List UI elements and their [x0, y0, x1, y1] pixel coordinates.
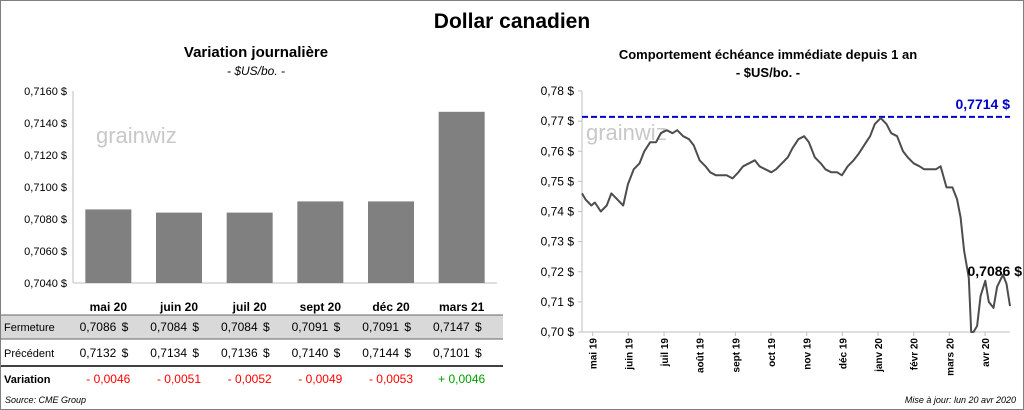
table-cell-unit: $	[263, 346, 270, 360]
left-y-tick-label: 0,7160 $	[24, 86, 67, 98]
watermark-right: grainwiz	[586, 120, 667, 145]
right-y-tick-label: 0,74 $	[541, 205, 575, 219]
right-x-tick-label: sept 19	[731, 338, 742, 373]
left-chart-title: Variation journalière	[183, 44, 329, 61]
table-cell: - 0,0051	[157, 372, 201, 386]
left-y-tick-label: 0,7060 $	[24, 246, 67, 258]
table-cell: 0,7136	[221, 346, 258, 360]
right-x-tick-label: janv 20	[874, 338, 885, 373]
table-cell: 0,7147	[433, 320, 470, 334]
table-cell-unit: $	[404, 320, 411, 334]
x-category-label: déc 20	[372, 300, 410, 314]
left-chart-subtitle: - $US/bo. -	[226, 64, 286, 78]
update-note: Mise à jour: lun 20 avr 2020	[904, 395, 1016, 405]
right-x-tick-label: mars 20	[945, 338, 956, 376]
right-chart-subtitle: - $US/bo. -	[735, 65, 801, 80]
right-x-tick-label: déc 19	[838, 338, 849, 370]
left-y-tick-label: 0,7120 $	[24, 150, 67, 162]
right-y-tick-label: 0,72 $	[541, 265, 575, 279]
table-cell-unit: $	[263, 320, 270, 334]
table-cell: 0,7084	[221, 320, 258, 334]
table-cell-unit: $	[475, 320, 482, 334]
table-cell: 0,7134	[150, 346, 187, 360]
table-shaded-row	[1, 315, 503, 339]
table-cell: 0,7091	[292, 320, 329, 334]
table-cell-unit: $	[334, 346, 341, 360]
right-y-tick-label: 0,75 $	[541, 174, 575, 188]
right-x-tick-label: mai 19	[589, 338, 600, 370]
table-cell: - 0,0052	[228, 372, 272, 386]
table-cell: 0,7086	[80, 320, 117, 334]
right-y-tick-label: 0,76 $	[541, 144, 575, 158]
bar	[368, 201, 414, 283]
page-title: Dollar canadien	[433, 10, 591, 33]
right-x-tick-label: juin 19	[624, 338, 635, 371]
right-x-tick-label: août 19	[696, 338, 707, 373]
x-category-label: sept 20	[300, 300, 342, 314]
left-y-tick-label: 0,7100 $	[24, 182, 67, 194]
right-x-tick-label: févr 20	[910, 338, 921, 371]
table-cell: - 0,0049	[298, 372, 342, 386]
right-y-tick-label: 0,70 $	[541, 325, 575, 339]
right-x-tick-label: juil 19	[660, 338, 671, 368]
bar	[297, 201, 344, 283]
bar	[438, 111, 485, 283]
table-row-label: Précédent	[4, 348, 54, 360]
table-cell-unit: $	[122, 346, 129, 360]
x-category-label: juin 20	[159, 300, 198, 314]
table-cell-unit: $	[192, 346, 199, 360]
watermark-left: grainwiz	[96, 123, 177, 148]
bar	[156, 212, 202, 283]
x-category-label: juil 20	[232, 300, 267, 314]
table-cell: 0,7091	[362, 320, 399, 334]
source-note: Source: CME Group	[5, 395, 87, 405]
table-cell-unit: $	[192, 320, 199, 334]
right-y-tick-label: 0,73 $	[541, 235, 575, 249]
table-cell: 0,7101	[433, 346, 470, 360]
x-category-label: mars 21	[439, 300, 485, 314]
series-line	[581, 117, 1011, 333]
left-y-tick-label: 0,7080 $	[24, 214, 67, 226]
right-chart-title: Comportement échéance immédiate depuis 1…	[618, 47, 918, 62]
last-value-label: 0,7086 $	[968, 263, 1023, 279]
left-y-tick-label: 0,7140 $	[24, 118, 67, 130]
table-row-label: Variation	[4, 374, 51, 386]
right-y-tick-label: 0,77 $	[541, 114, 575, 128]
table-cell-unit: $	[334, 320, 341, 334]
table-cell: - 0,0053	[369, 372, 413, 386]
table-cell-unit: $	[122, 320, 129, 334]
left-y-tick-label: 0,7040 $	[24, 278, 67, 290]
table-cell: + 0,0046	[438, 372, 485, 386]
bar	[226, 212, 273, 283]
table-cell-unit: $	[404, 346, 411, 360]
reference-line-label: 0,7714 $	[956, 96, 1011, 112]
x-category-label: mai 20	[90, 300, 128, 314]
bar	[85, 209, 132, 283]
table-cell: - 0,0046	[86, 372, 130, 386]
table-cell: 0,7140	[292, 346, 329, 360]
right-y-tick-label: 0,71 $	[541, 295, 575, 309]
table-cell: 0,7132	[80, 346, 117, 360]
right-x-tick-label: oct 19	[767, 338, 778, 367]
table-cell: 0,7144	[362, 346, 399, 360]
right-x-tick-label: nov 19	[803, 338, 814, 370]
table-cell: 0,7084	[150, 320, 187, 334]
right-y-tick-label: 0,78 $	[541, 84, 575, 98]
table-row-label: Fermeture	[4, 322, 55, 334]
right-x-tick-label: avr 20	[981, 338, 992, 367]
table-cell-unit: $	[475, 346, 482, 360]
